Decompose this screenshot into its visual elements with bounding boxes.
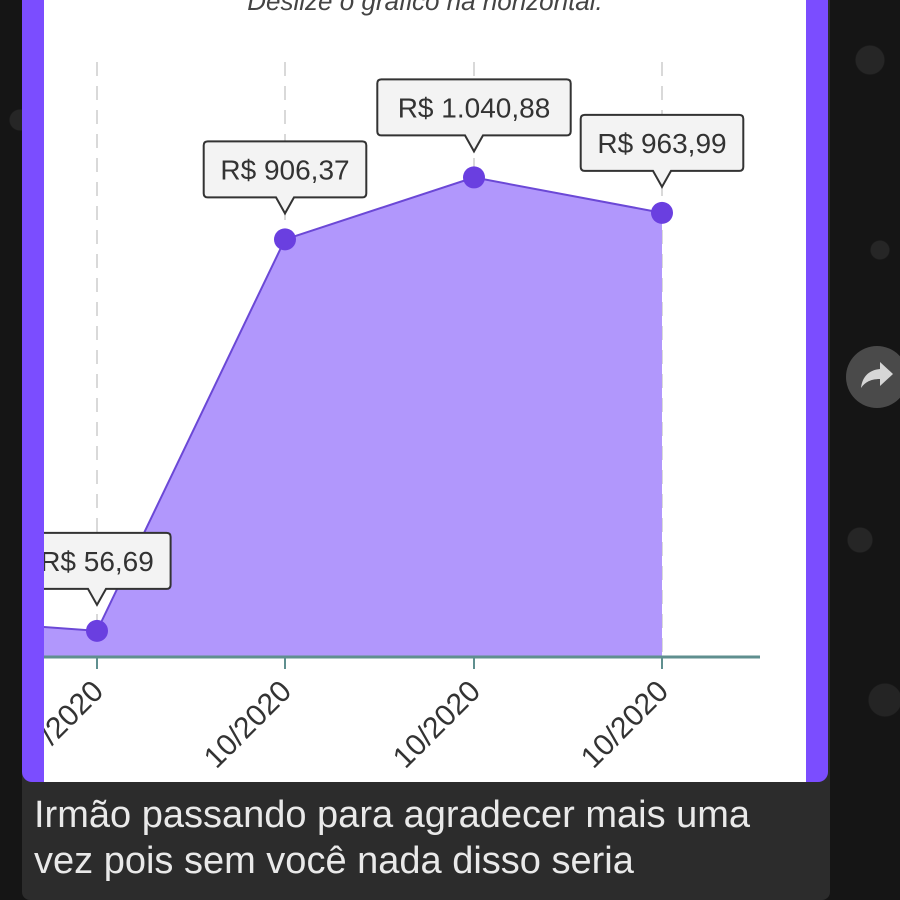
- data-point: [651, 201, 673, 224]
- data-label-callout: R$ 906,37: [202, 140, 368, 216]
- data-label-box: [44, 531, 172, 607]
- data-point: [86, 619, 108, 642]
- data-label-box: [376, 78, 572, 154]
- message-caption: Irmão passando para agradecer mais uma v…: [34, 794, 751, 882]
- data-label: R$ 963,99: [597, 128, 726, 159]
- data-label-box: [579, 113, 745, 189]
- data-point: [274, 228, 296, 251]
- data-label-callout: R$ 56,69: [44, 531, 172, 607]
- x-tick-label: 10/2020: [387, 675, 487, 775]
- area-fill: [44, 177, 662, 657]
- data-label: R$ 56,69: [44, 546, 154, 577]
- data-label-callout: R$ 1.040,88: [376, 78, 572, 154]
- data-point: [463, 166, 485, 189]
- forward-arrow-icon: [860, 360, 894, 395]
- x-tick-label: 10/2020: [198, 675, 298, 775]
- x-tick-label: /2020: [44, 675, 110, 751]
- forward-button[interactable]: [846, 346, 900, 408]
- data-label-box: [202, 140, 368, 216]
- data-label: R$ 1.040,88: [398, 92, 551, 123]
- chart-hint: Deslize o gráfico na horizontal.: [247, 0, 603, 16]
- data-label-callout: R$ 963,99: [579, 113, 745, 189]
- area-chart: /2020 10/2020 10/2020 10/2020 R$ 56,69 R$ 906…: [44, 62, 760, 775]
- x-tick-label: 10/2020: [575, 675, 675, 775]
- data-label: R$ 906,37: [220, 154, 349, 185]
- chart-screenshot: Deslize o gráfico na horizontal. /2020 10…: [44, 0, 806, 782]
